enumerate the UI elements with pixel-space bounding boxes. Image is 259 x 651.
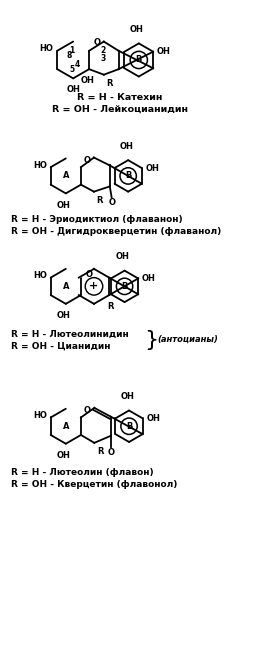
Text: R = H - Катехин: R = H - Катехин	[77, 93, 163, 102]
Text: O: O	[107, 448, 114, 457]
Text: OH: OH	[116, 253, 130, 262]
Text: O: O	[85, 270, 92, 279]
Text: O: O	[94, 38, 101, 47]
Text: R: R	[107, 302, 113, 311]
Text: R = OH - Цианидин: R = OH - Цианидин	[11, 342, 110, 351]
Text: OH: OH	[57, 201, 71, 210]
Text: 4: 4	[75, 60, 80, 69]
Text: +: +	[89, 281, 99, 292]
Text: 5: 5	[70, 64, 75, 74]
Text: 3: 3	[100, 53, 105, 62]
Text: OH: OH	[146, 163, 159, 173]
Text: 1: 1	[70, 46, 75, 55]
Text: OH: OH	[146, 414, 160, 423]
Text: 8: 8	[67, 51, 72, 60]
Text: R = OH - Дигидрокверцетин (флаванол): R = OH - Дигидрокверцетин (флаванол)	[11, 227, 221, 236]
Text: R: R	[97, 447, 104, 456]
Text: OH: OH	[157, 47, 171, 56]
Text: B: B	[136, 55, 142, 64]
Text: OH: OH	[66, 85, 80, 94]
Text: B: B	[125, 171, 131, 180]
Text: O: O	[84, 156, 91, 165]
Text: R = H - Эриодиктиол (флаванон): R = H - Эриодиктиол (флаванон)	[11, 215, 182, 224]
Text: (антоцианы): (антоцианы)	[157, 335, 218, 344]
Text: HO: HO	[33, 271, 47, 281]
Text: A: A	[63, 171, 69, 180]
Text: R = H - Лютеолин (флавон): R = H - Лютеолин (флавон)	[11, 468, 153, 477]
Text: O: O	[108, 199, 115, 208]
Text: OH: OH	[142, 274, 156, 283]
Text: OH: OH	[57, 451, 71, 460]
Text: R: R	[107, 79, 113, 89]
Text: B: B	[121, 282, 128, 291]
Text: OH: OH	[120, 393, 134, 401]
Text: R = OH - Кверцетин (флавонол): R = OH - Кверцетин (флавонол)	[11, 480, 177, 489]
Text: OH: OH	[130, 25, 144, 35]
Text: OH: OH	[57, 311, 71, 320]
Text: A: A	[63, 282, 69, 291]
Text: OH: OH	[80, 76, 94, 85]
Text: O: O	[84, 406, 91, 415]
Text: R = H - Лютеолинидин: R = H - Лютеолинидин	[11, 329, 128, 339]
Text: R: R	[97, 196, 103, 205]
Text: OH: OH	[119, 142, 133, 151]
Text: }: }	[144, 329, 158, 350]
Text: 2: 2	[100, 46, 105, 55]
Text: R = OH - Лейкоцианидин: R = OH - Лейкоцианидин	[52, 105, 188, 114]
Text: HO: HO	[40, 44, 54, 53]
Text: A: A	[63, 422, 69, 431]
Text: B: B	[126, 422, 132, 431]
Text: HO: HO	[33, 411, 47, 420]
Text: HO: HO	[33, 161, 47, 170]
